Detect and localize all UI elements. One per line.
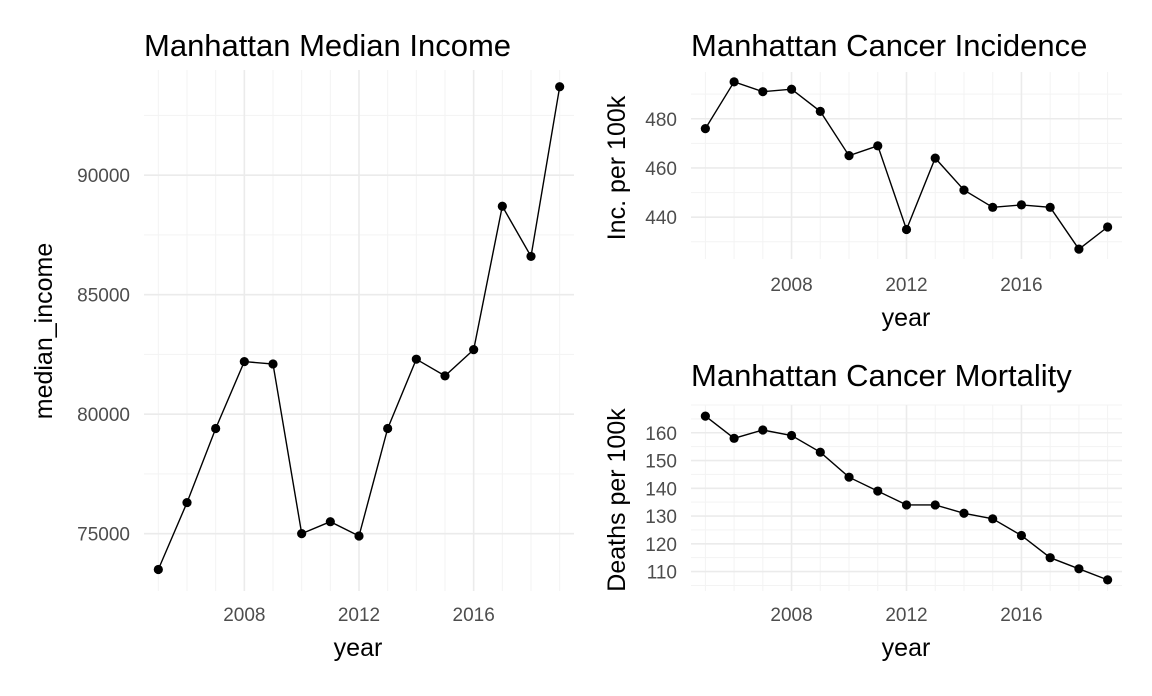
mortality-panel: Manhattan Cancer Mortality 2008 2012 2016 1… bbox=[603, 358, 1122, 662]
income-y-tick-label: 80000 bbox=[77, 405, 130, 426]
incidence-data-point bbox=[758, 87, 768, 97]
mortality-y-axis-title: Deaths per 100k bbox=[603, 408, 631, 592]
income-panel: Manhattan Median Income 2008 2012 2016 7500… bbox=[30, 28, 574, 662]
incidence-x-tick-label: 2008 bbox=[770, 275, 812, 296]
mortality-data-point bbox=[1074, 564, 1084, 574]
incidence-plot-area: 2008 2012 2016 440 460 480 bbox=[645, 72, 1122, 296]
incidence-y-axis-title: Inc. per 100k bbox=[603, 95, 631, 240]
incidence-y-tick-label: 480 bbox=[645, 110, 677, 131]
income-data-point bbox=[383, 423, 393, 434]
income-y-tick-label: 85000 bbox=[77, 286, 130, 307]
income-data-point bbox=[268, 359, 278, 369]
income-data-point bbox=[182, 497, 192, 508]
income-data-point bbox=[325, 517, 335, 527]
incidence-panel: Manhattan Cancer Incidence 2008 2012 2016 4… bbox=[603, 28, 1122, 332]
mortality-data-point bbox=[959, 508, 969, 518]
income-data-point bbox=[526, 251, 536, 262]
mortality-data-point bbox=[700, 411, 710, 421]
income-data-point bbox=[239, 356, 249, 367]
income-data-point bbox=[411, 354, 421, 364]
mortality-data-point bbox=[1103, 575, 1113, 585]
income-data-point bbox=[469, 345, 479, 355]
mortality-y-tick-label: 120 bbox=[645, 535, 677, 556]
income-data-point bbox=[440, 371, 450, 381]
incidence-data-point bbox=[959, 185, 969, 195]
mortality-x-tick-label: 2012 bbox=[885, 605, 927, 626]
incidence-data-point bbox=[844, 151, 854, 161]
incidence-data-point bbox=[1016, 200, 1027, 210]
income-x-tick-label: 2012 bbox=[338, 605, 380, 626]
mortality-data-point bbox=[1045, 553, 1055, 563]
incidence-data-point bbox=[988, 202, 998, 212]
mortality-data-point bbox=[1016, 530, 1027, 541]
income-data-point bbox=[211, 423, 221, 434]
mortality-data-point bbox=[930, 500, 940, 510]
income-data-point bbox=[555, 82, 565, 92]
mortality-data-point bbox=[988, 514, 998, 524]
incidence-x-axis-title: year bbox=[882, 304, 931, 332]
incidence-data-point bbox=[786, 84, 797, 94]
incidence-data-point bbox=[901, 224, 912, 235]
income-y-tick-label: 75000 bbox=[77, 525, 130, 546]
incidence-x-tick-label: 2016 bbox=[1000, 275, 1042, 296]
incidence-data-point bbox=[1103, 222, 1113, 232]
income-data-point bbox=[297, 529, 307, 539]
mortality-y-tick-label: 110 bbox=[647, 563, 677, 584]
income-data-point bbox=[153, 564, 163, 575]
incidence-x-tick-label: 2012 bbox=[885, 275, 927, 296]
income-y-tick-label: 90000 bbox=[77, 166, 130, 187]
mortality-data-point bbox=[844, 472, 854, 482]
income-data-point bbox=[354, 531, 364, 541]
mortality-data-point bbox=[786, 430, 797, 441]
mortality-data-point bbox=[729, 433, 739, 443]
mortality-x-axis-title: year bbox=[882, 634, 931, 662]
income-x-tick-label: 2008 bbox=[223, 605, 265, 626]
incidence-data-point bbox=[729, 77, 739, 87]
income-x-axis-title: year bbox=[334, 634, 383, 662]
mortality-x-tick-label: 2016 bbox=[1000, 605, 1042, 626]
incidence-chart-title: Manhattan Cancer Incidence bbox=[691, 28, 1087, 63]
income-plot-area: 2008 2012 2016 75000 80000 85000 90000 bbox=[77, 70, 574, 626]
mortality-plot-area: 2008 2012 2016 110 120 130 140 150 160 bbox=[645, 404, 1122, 626]
incidence-y-tick-label: 440 bbox=[645, 208, 677, 229]
mortality-data-point bbox=[873, 486, 883, 496]
mortality-data-point bbox=[758, 425, 768, 435]
incidence-data-point bbox=[930, 153, 940, 163]
incidence-data-point bbox=[815, 106, 825, 116]
income-y-axis-title: median_income bbox=[30, 243, 58, 420]
mortality-data-point bbox=[815, 447, 825, 457]
mortality-y-tick-label: 160 bbox=[645, 424, 677, 445]
mortality-chart-title: Manhattan Cancer Mortality bbox=[691, 358, 1072, 393]
mortality-y-tick-label: 130 bbox=[645, 507, 677, 528]
incidence-data-point bbox=[873, 141, 883, 151]
mortality-data-point bbox=[901, 500, 912, 510]
mortality-x-tick-label: 2008 bbox=[770, 605, 812, 626]
incidence-y-tick-label: 460 bbox=[645, 159, 677, 180]
mortality-y-tick-label: 150 bbox=[645, 452, 677, 473]
incidence-data-point bbox=[1045, 202, 1055, 212]
income-chart-title: Manhattan Median Income bbox=[144, 28, 511, 63]
incidence-data-point bbox=[1074, 244, 1084, 254]
income-x-tick-label: 2016 bbox=[453, 605, 495, 626]
income-data-point bbox=[497, 201, 507, 211]
incidence-data-point bbox=[700, 123, 710, 134]
mortality-y-tick-label: 140 bbox=[645, 479, 677, 500]
